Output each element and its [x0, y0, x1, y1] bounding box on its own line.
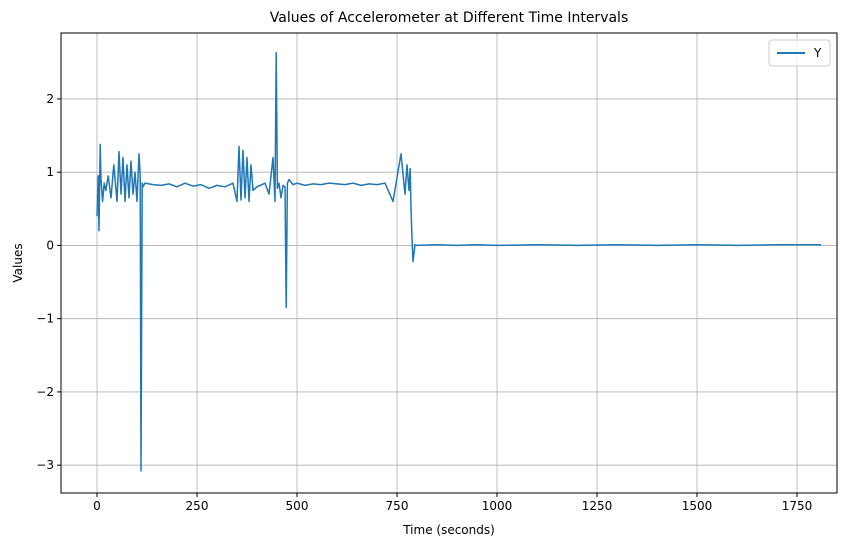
grid [61, 33, 837, 493]
x-tick-label: 250 [186, 499, 209, 513]
x-tick-label: 1750 [782, 499, 813, 513]
x-tick-label: 500 [286, 499, 309, 513]
plot-frame [60, 32, 838, 494]
chart-title: Values of Accelerometer at Different Tim… [270, 10, 629, 26]
y-axis-ticks: −3 −2 −1 0 1 2 [36, 92, 61, 472]
legend: Y [768, 39, 831, 67]
x-tick-label: 1000 [482, 499, 513, 513]
x-tick-label: 1500 [682, 499, 713, 513]
x-axis-label: Time (seconds) [402, 523, 495, 537]
x-axis-ticks: 0 250 500 750 1000 1250 1500 1750 [93, 493, 812, 513]
series-line-y [96, 52, 821, 472]
y-axis-label: Values [11, 243, 25, 282]
y-tick-label: −2 [36, 385, 54, 399]
y-tick-label: −3 [36, 458, 54, 472]
x-tick-label: 0 [93, 499, 101, 513]
y-tick-label: 2 [46, 92, 54, 106]
series-layer [96, 52, 821, 472]
y-tick-label: −1 [36, 312, 54, 326]
x-tick-label: 1250 [582, 499, 613, 513]
x-tick-label: 750 [386, 499, 409, 513]
y-tick-label: 0 [46, 238, 54, 252]
y-tick-label: 1 [46, 165, 54, 179]
legend-label-y: Y [813, 46, 822, 60]
